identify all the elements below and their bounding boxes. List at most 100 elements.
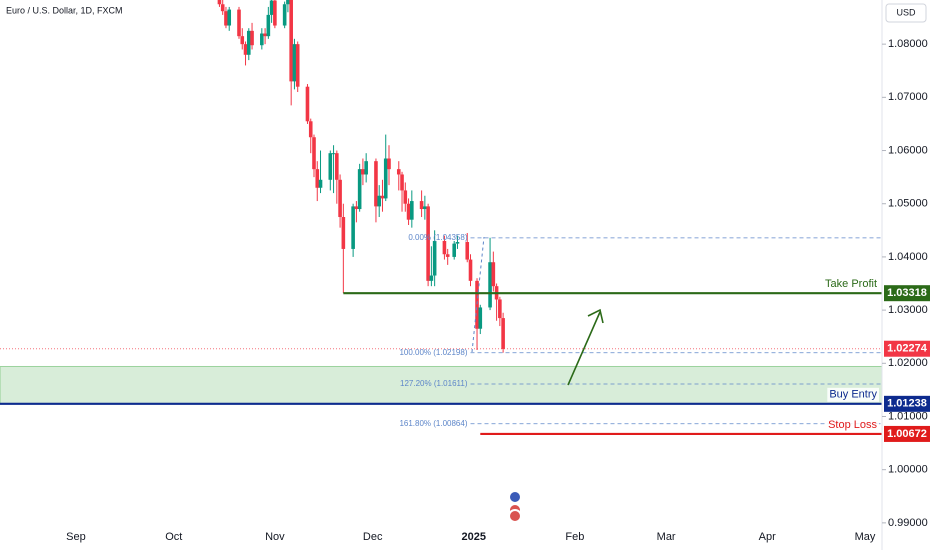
candle-body: [335, 153, 339, 180]
x-tick-label: Sep: [66, 531, 86, 543]
candle-body: [478, 307, 483, 329]
candle-body: [357, 169, 362, 210]
x-tick-label: 2025: [462, 531, 486, 543]
candle-body: [292, 44, 297, 82]
candle-body: [498, 299, 502, 319]
candle-body: [246, 30, 251, 55]
candle-body: [305, 86, 310, 122]
candle-body: [364, 161, 368, 175]
candle-body: [286, 0, 290, 5]
candle-body: [273, 0, 277, 26]
candle-body: [295, 44, 300, 87]
candle-body: [315, 169, 320, 188]
event-icon: [508, 509, 522, 523]
fib-label: 161.80% (1.00864): [399, 419, 467, 428]
candle-body: [452, 243, 457, 257]
x-tick-label: Mar: [657, 531, 676, 543]
candle-body: [396, 169, 401, 175]
chart-title: Euro / U.S. Dollar, 1D, FXCM: [6, 5, 123, 15]
candle-body: [354, 206, 359, 210]
candle-body: [224, 11, 228, 26]
candle-body: [282, 4, 287, 26]
candle-body: [341, 217, 346, 249]
price-badge-label: 1.01238: [887, 398, 927, 410]
level-label: Buy Entry: [829, 389, 877, 401]
candle-body: [237, 9, 241, 37]
x-tick-label: Nov: [265, 531, 285, 543]
x-tick-label: May: [855, 531, 876, 543]
candle-body: [488, 262, 492, 308]
price-badge-label: 1.00672: [887, 428, 927, 440]
candle-body: [227, 9, 232, 26]
x-tick-label: Apr: [759, 531, 776, 543]
x-tick-label: Dec: [363, 531, 383, 543]
fib-label: 100.00% (1.02198): [399, 348, 467, 357]
candle-body: [383, 158, 388, 199]
price-badge-label: 1.02274: [887, 343, 928, 355]
candle-body: [308, 121, 313, 138]
candle-body: [410, 201, 414, 220]
candle-body: [266, 14, 271, 37]
y-tick-label: 1.07000: [888, 91, 928, 103]
price-badge: [884, 395, 930, 412]
candle-body: [475, 280, 479, 329]
candle-body: [351, 206, 355, 249]
candle-body: [429, 275, 434, 281]
y-tick-label: 1.01000: [888, 410, 928, 422]
event-icons: [508, 490, 522, 523]
candle-body: [380, 195, 385, 199]
currency: USD: [896, 7, 916, 17]
x-tick-label: Oct: [165, 531, 182, 543]
plot-area: [0, 0, 882, 436]
level-label-bg: [827, 387, 879, 402]
level-label-bg: [826, 417, 879, 432]
y-tick-label: 1.03000: [888, 304, 928, 316]
y-tick-label: 1.06000: [888, 144, 928, 156]
candle-body: [328, 153, 333, 180]
candle-body: [419, 201, 424, 210]
candle-body: [377, 195, 382, 207]
candle-body: [400, 174, 404, 191]
fib-trend-line: [471, 236, 485, 353]
candle-body: [403, 190, 408, 204]
candle-body: [387, 158, 391, 170]
candle-body: [442, 240, 447, 255]
price-badge: [884, 285, 930, 302]
event-icon: [508, 490, 522, 504]
arrow-head: [587, 308, 604, 324]
candle-body: [338, 179, 342, 218]
buy-zone: [0, 365, 882, 405]
candle-body: [465, 242, 470, 260]
candle-body: [426, 206, 430, 281]
y-tick-label: 1.00000: [888, 464, 928, 476]
fib-label: 127.20% (1.01611): [400, 379, 468, 388]
candle-body: [361, 169, 365, 175]
candle-body: [423, 206, 427, 210]
candle-body: [318, 179, 323, 188]
currency-box[interactable]: [885, 3, 927, 23]
candle-body: [331, 153, 336, 155]
x-tick-label: Feb: [565, 531, 584, 543]
candle-body: [250, 30, 254, 46]
candle-body: [491, 262, 496, 287]
candle-body: [312, 137, 316, 170]
candle-body: [468, 259, 473, 281]
fib-label: 0.00% (1.04358): [408, 233, 467, 242]
candle-body: [289, 0, 293, 82]
candle-body: [240, 36, 245, 45]
level-label-bg: [823, 277, 879, 292]
candle-body: [220, 4, 225, 12]
price-badge-label: 1.03318: [887, 287, 927, 299]
y-tick-label: 1.08000: [888, 38, 928, 50]
level-label: Take Profit: [825, 278, 877, 290]
y-tick-label: 1.05000: [888, 198, 928, 210]
candle-body: [445, 254, 450, 257]
level-label: Stop Loss: [828, 419, 877, 431]
candle-body: [260, 33, 264, 46]
candle-body: [455, 242, 460, 244]
candle-body: [217, 0, 222, 5]
candle-body: [243, 44, 248, 55]
candle-body: [406, 203, 411, 220]
